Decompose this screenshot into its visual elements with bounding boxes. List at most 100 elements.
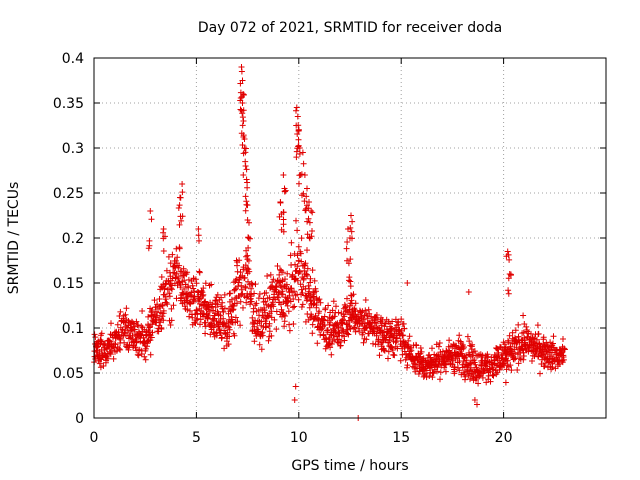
data-point — [514, 367, 521, 373]
data-point — [373, 320, 380, 327]
data-point — [295, 296, 302, 303]
data-point — [298, 258, 305, 265]
data-point — [422, 370, 429, 377]
data-point — [343, 245, 350, 252]
data-point — [286, 327, 293, 334]
data-point — [294, 113, 301, 120]
data-point — [456, 332, 463, 339]
data-point — [416, 354, 423, 361]
data-point — [294, 277, 301, 284]
data-point — [308, 208, 315, 214]
data-point — [504, 357, 511, 364]
data-point — [273, 326, 280, 333]
data-point — [187, 300, 194, 307]
data-point — [296, 180, 302, 187]
data-point — [294, 263, 301, 270]
data-point — [231, 332, 238, 339]
data-point — [292, 261, 298, 268]
data-point — [282, 187, 289, 194]
data-point — [342, 303, 349, 310]
data-point — [352, 300, 359, 307]
data-point — [356, 328, 363, 334]
data-point — [294, 131, 301, 137]
data-point — [347, 278, 354, 285]
data-point — [508, 367, 515, 374]
data-point — [463, 357, 470, 364]
data-point — [404, 362, 411, 369]
data-point — [249, 281, 256, 288]
data-point — [364, 315, 371, 322]
data-point — [258, 346, 265, 353]
data-point — [212, 297, 219, 304]
data-point — [344, 295, 350, 302]
data-point — [434, 364, 441, 371]
data-point — [550, 340, 556, 347]
data-point — [278, 226, 285, 233]
data-point — [520, 353, 527, 359]
data-point — [244, 217, 251, 223]
data-point — [107, 351, 114, 358]
data-point — [330, 332, 337, 339]
data-point — [465, 289, 472, 295]
data-point — [129, 335, 136, 342]
data-point — [308, 233, 315, 240]
data-point — [144, 338, 151, 345]
data-point — [298, 235, 305, 242]
data-point — [244, 202, 251, 209]
data-point — [169, 251, 176, 258]
data-point — [327, 319, 334, 326]
data-point — [399, 351, 406, 358]
data-point — [408, 347, 415, 354]
data-point — [437, 376, 443, 383]
data-point — [347, 256, 354, 263]
data-point — [471, 397, 478, 403]
data-point — [202, 330, 209, 337]
data-point — [226, 326, 233, 333]
data-point — [137, 331, 144, 338]
data-point — [301, 172, 308, 178]
data-point — [240, 91, 247, 97]
data-point — [520, 329, 527, 336]
data-point — [276, 271, 283, 278]
data-point — [362, 297, 369, 303]
data-point — [540, 334, 547, 341]
chart-title: Day 072 of 2021, SRMTID for receiver dod… — [198, 20, 502, 36]
data-point — [177, 194, 183, 201]
data-point — [266, 328, 273, 335]
data-point — [209, 301, 216, 308]
data-point — [298, 171, 305, 178]
data-point — [304, 185, 310, 192]
data-point — [415, 371, 422, 377]
data-point — [237, 106, 244, 113]
axis-ticks: 0 0.05 0.1 0.15 0.2 0.25 0.3 0.35 0.4 0 5 10 15 20 — [53, 51, 606, 446]
data-point — [423, 374, 430, 381]
data-point — [160, 248, 167, 254]
data-point — [185, 284, 192, 291]
data-point — [463, 352, 469, 359]
data-point — [348, 212, 354, 219]
data-point — [296, 269, 303, 275]
data-point — [313, 302, 320, 308]
x-tick-label: 15 — [392, 430, 410, 446]
data-point — [221, 327, 228, 334]
data-point — [310, 301, 317, 308]
data-point — [196, 268, 203, 275]
data-point — [287, 252, 294, 259]
data-point — [311, 277, 318, 284]
data-point — [347, 224, 354, 231]
data-point — [487, 378, 494, 385]
data-point — [499, 354, 505, 361]
x-tick-label: 5 — [192, 430, 201, 446]
data-point — [281, 318, 288, 325]
data-point — [340, 317, 346, 324]
data-point — [550, 333, 557, 340]
data-point — [505, 287, 512, 294]
data-point — [286, 292, 293, 299]
data-point — [505, 290, 512, 297]
data-point — [400, 338, 407, 345]
data-point — [560, 356, 567, 363]
x-tick-label: 0 — [90, 430, 99, 446]
data-point — [304, 231, 311, 238]
data-point — [248, 280, 255, 287]
data-point — [330, 298, 337, 305]
